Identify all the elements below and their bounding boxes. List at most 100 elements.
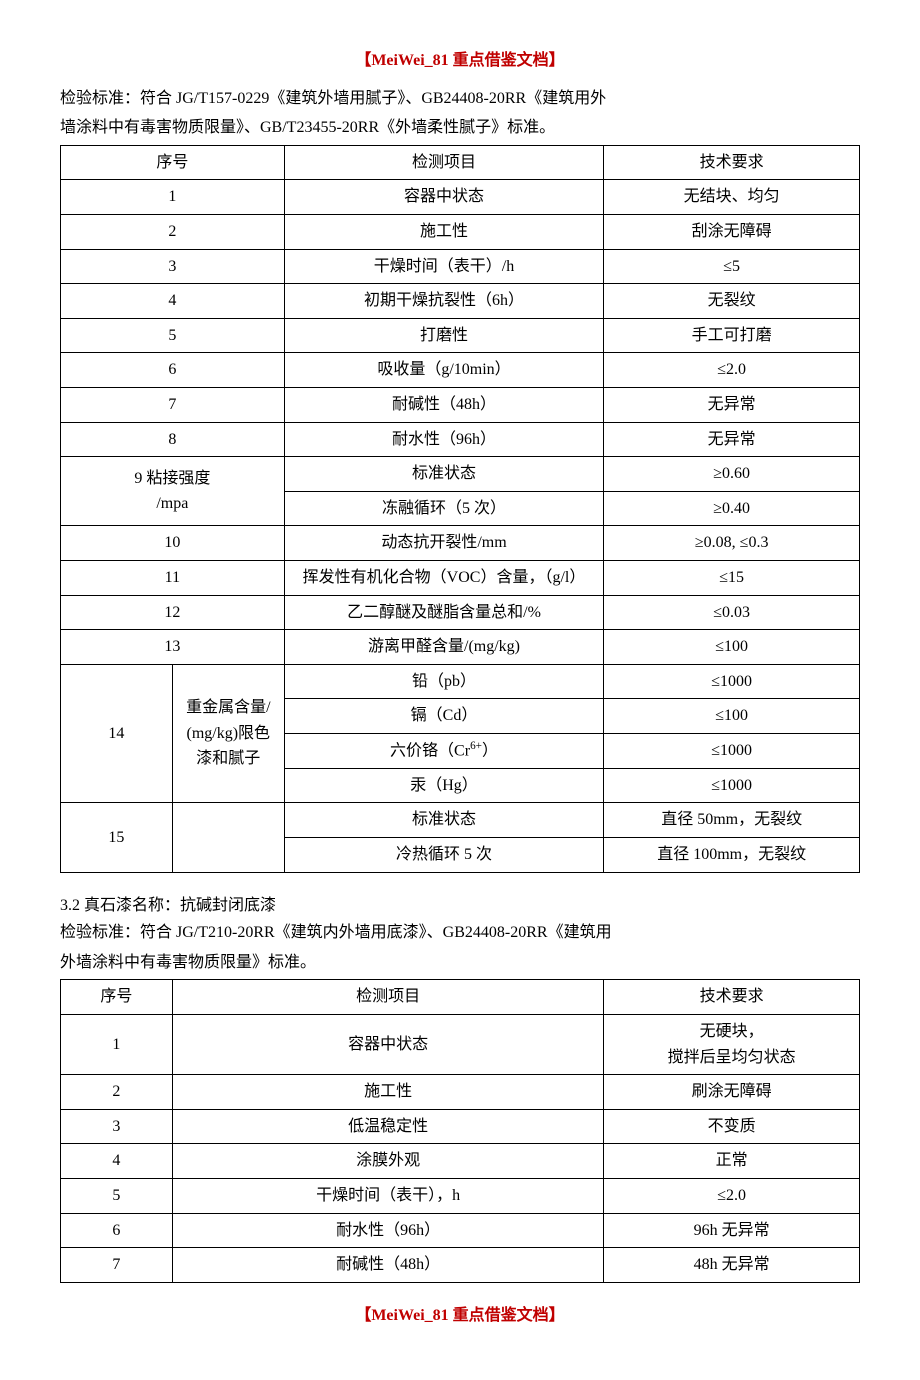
intro-2-line-2: 外墙涂料中有毒害物质限量》标准。: [60, 950, 860, 976]
cell-no: 1: [61, 180, 285, 215]
table-row: 7 耐碱性（48h） 48h 无异常: [61, 1248, 860, 1283]
cell-item: 干燥时间（表干），h: [172, 1178, 603, 1213]
cell-item: 乙二醇醚及醚脂含量总和/%: [284, 595, 604, 630]
cell-no: 3: [61, 249, 285, 284]
table-header-cell: 序号: [61, 980, 173, 1015]
header-tag: 【MeiWei_81 重点借鉴文档】: [60, 48, 860, 74]
cell-no: 8: [61, 422, 285, 457]
cell-group: 重金属含量/(mg/kg)限色漆和腻子: [172, 664, 284, 803]
cell-no: 1: [61, 1014, 173, 1074]
cell-no: 2: [61, 1075, 173, 1110]
table-row: 6 吸收量（g/10min） ≤2.0: [61, 353, 860, 388]
cell-no: 6: [61, 353, 285, 388]
cell-req: ≤1000: [604, 733, 860, 768]
table-header-cell: 技术要求: [604, 980, 860, 1015]
table-row: 4 初期干燥抗裂性（6h） 无裂纹: [61, 284, 860, 319]
cell-no: 15: [61, 803, 173, 872]
cell-req: ≤0.03: [604, 595, 860, 630]
cell-no: 11: [61, 560, 285, 595]
table-row: 5 打磨性 手工可打磨: [61, 318, 860, 353]
cell-no: 4: [61, 1144, 173, 1179]
cell-item: 初期干燥抗裂性（6h）: [284, 284, 604, 319]
cell-group: [172, 803, 284, 872]
cell-no: 5: [61, 1178, 173, 1213]
cell-req: 无硬块， 搅拌后呈均匀状态: [604, 1014, 860, 1074]
cr-pre: 六价铬（Cr: [390, 742, 470, 759]
cell-req: ≤5: [604, 249, 860, 284]
cell-item: 低温稳定性: [172, 1109, 603, 1144]
intro-2-line-1: 检验标准：符合 JG/T210-20RR《建筑内外墙用底漆》、GB24408-2…: [60, 920, 860, 946]
cell-no: 13: [61, 630, 285, 665]
table-row: 7 耐碱性（48h） 无异常: [61, 387, 860, 422]
table-2: 序号 检测项目 技术要求 1 容器中状态 无硬块， 搅拌后呈均匀状态 2 施工性…: [60, 979, 860, 1282]
table-header-cell: 技术要求: [604, 145, 860, 180]
req-line-a: 无硬块，: [700, 1023, 764, 1040]
cell-no: 14: [61, 664, 173, 803]
cell-item: 标准状态: [284, 457, 604, 492]
intro-1-line-1: 检验标准：符合 JG/T157-0229《建筑外墙用腻子》、GB24408-20…: [60, 86, 860, 112]
cell-item: 容器中状态: [284, 180, 604, 215]
cell-item: 六价铬（Cr6+）: [284, 733, 604, 768]
cell-req: 手工可打磨: [604, 318, 860, 353]
cell-req: ≤1000: [604, 768, 860, 803]
cell-item: 耐水性（96h）: [284, 422, 604, 457]
cell-item: 干燥时间（表干）/h: [284, 249, 604, 284]
cell-item: 施工性: [284, 214, 604, 249]
table-row: 3 干燥时间（表干）/h ≤5: [61, 249, 860, 284]
cell-req: 无异常: [604, 422, 860, 457]
table-row: 5 干燥时间（表干），h ≤2.0: [61, 1178, 860, 1213]
table-row: 2 施工性 刷涂无障碍: [61, 1075, 860, 1110]
cell-req: ≥0.40: [604, 491, 860, 526]
cell-no: 7: [61, 387, 285, 422]
footer-tag: 【MeiWei_81 重点借鉴文档】: [60, 1303, 860, 1329]
table-row: 15 标准状态 直径 50mm，无裂纹: [61, 803, 860, 838]
table-row: 4 涂膜外观 正常: [61, 1144, 860, 1179]
cell-req: 直径 50mm，无裂纹: [604, 803, 860, 838]
cell-no: 10: [61, 526, 285, 561]
cell-req: ≤100: [604, 699, 860, 734]
table-row: 11 挥发性有机化合物（VOC）含量，（g/l） ≤15: [61, 560, 860, 595]
cell-req: 正常: [604, 1144, 860, 1179]
table-row: 3 低温稳定性 不变质: [61, 1109, 860, 1144]
cell-req: 直径 100mm，无裂纹: [604, 837, 860, 872]
cell-item: 吸收量（g/10min）: [284, 353, 604, 388]
cell-no: 7: [61, 1248, 173, 1283]
cell-no: 9 粘接强度 /mpa: [61, 457, 285, 526]
cell-item: 冷热循环 5 次: [284, 837, 604, 872]
table-row: 序号 检测项目 技术要求: [61, 145, 860, 180]
cell-item: 施工性: [172, 1075, 603, 1110]
cell-item: 游离甲醛含量/(mg/kg): [284, 630, 604, 665]
cell-req: 无裂纹: [604, 284, 860, 319]
cell-item: 冻融循环（5 次）: [284, 491, 604, 526]
cell-item: 动态抗开裂性/mm: [284, 526, 604, 561]
table-row: 1 容器中状态 无结块、均匀: [61, 180, 860, 215]
cell-no: 2: [61, 214, 285, 249]
bond-strength-label-b: /mpa: [156, 495, 188, 512]
table-row: 6 耐水性（96h） 96h 无异常: [61, 1213, 860, 1248]
table-header-cell: 检测项目: [172, 980, 603, 1015]
section-2-title: 3.2 真石漆名称：抗碱封闭底漆: [60, 893, 860, 919]
table-row: 12 乙二醇醚及醚脂含量总和/% ≤0.03: [61, 595, 860, 630]
bond-strength-label-a: 9 粘接强度: [134, 470, 210, 487]
cell-req: 无异常: [604, 387, 860, 422]
cell-item: 耐碱性（48h）: [172, 1248, 603, 1283]
cell-req: 96h 无异常: [604, 1213, 860, 1248]
cell-item: 标准状态: [284, 803, 604, 838]
cell-item: 耐碱性（48h）: [284, 387, 604, 422]
table-row: 序号 检测项目 技术要求: [61, 980, 860, 1015]
cr-sup: 6+: [470, 740, 482, 752]
cell-req: 无结块、均匀: [604, 180, 860, 215]
table-row: 14 重金属含量/(mg/kg)限色漆和腻子 铅（pb） ≤1000: [61, 664, 860, 699]
cell-req: ≤2.0: [604, 1178, 860, 1213]
cell-item: 汞（Hg）: [284, 768, 604, 803]
cell-req: 不变质: [604, 1109, 860, 1144]
req-line-b: 搅拌后呈均匀状态: [668, 1049, 796, 1066]
cell-req: 刷涂无障碍: [604, 1075, 860, 1110]
cell-no: 5: [61, 318, 285, 353]
table-row: 8 耐水性（96h） 无异常: [61, 422, 860, 457]
table-1: 序号 检测项目 技术要求 1 容器中状态 无结块、均匀 2 施工性 刮涂无障碍 …: [60, 145, 860, 873]
cell-no: 6: [61, 1213, 173, 1248]
cell-req: ≤15: [604, 560, 860, 595]
cell-req: 48h 无异常: [604, 1248, 860, 1283]
cell-item: 容器中状态: [172, 1014, 603, 1074]
